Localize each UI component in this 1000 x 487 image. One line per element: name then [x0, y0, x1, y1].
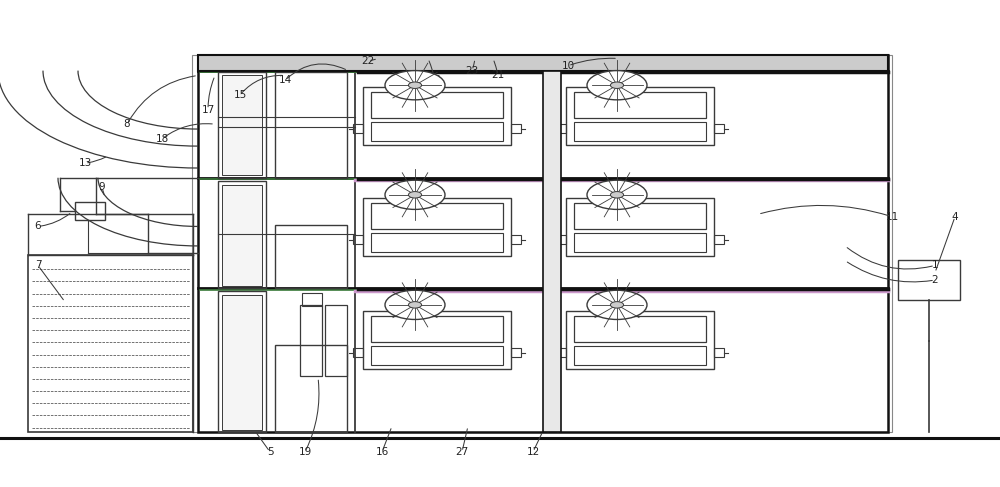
Text: 22: 22 — [361, 56, 375, 66]
Text: 2: 2 — [932, 275, 938, 285]
Bar — [543, 71, 561, 432]
Circle shape — [408, 191, 422, 198]
Bar — [353, 348, 363, 357]
Bar — [371, 122, 503, 141]
Bar — [898, 260, 960, 300]
Bar — [371, 92, 503, 118]
Text: 5: 5 — [267, 447, 273, 457]
Bar — [574, 233, 706, 252]
Bar — [511, 348, 521, 357]
Circle shape — [385, 180, 445, 209]
Bar — [371, 203, 503, 229]
Bar — [198, 55, 888, 71]
Text: 14: 14 — [278, 75, 292, 85]
Circle shape — [385, 71, 445, 100]
Circle shape — [587, 180, 647, 209]
Circle shape — [408, 82, 422, 89]
Bar — [222, 75, 262, 175]
Bar — [222, 295, 262, 430]
Circle shape — [610, 82, 624, 89]
Circle shape — [610, 191, 624, 198]
Bar — [198, 55, 888, 432]
Bar — [218, 181, 266, 288]
Text: 6: 6 — [35, 222, 41, 231]
Text: 11: 11 — [885, 212, 899, 222]
Text: 13: 13 — [78, 158, 92, 168]
Bar — [363, 198, 511, 256]
Bar — [75, 202, 105, 220]
Text: 18: 18 — [155, 134, 169, 144]
Bar — [192, 55, 892, 432]
Text: 8: 8 — [124, 119, 130, 129]
Text: 27: 27 — [455, 447, 469, 457]
Bar — [275, 345, 347, 432]
Bar — [556, 124, 566, 133]
Bar — [363, 87, 511, 145]
Text: 12: 12 — [526, 447, 540, 457]
Bar — [566, 198, 714, 256]
Bar — [574, 346, 706, 365]
Text: 4: 4 — [952, 212, 958, 222]
Circle shape — [610, 301, 624, 308]
Text: 10: 10 — [561, 61, 575, 71]
Circle shape — [408, 301, 422, 308]
Text: 20: 20 — [428, 75, 442, 85]
Text: 16: 16 — [375, 447, 389, 457]
Bar — [353, 235, 363, 244]
Bar — [556, 235, 566, 244]
Bar — [511, 124, 521, 133]
Bar — [574, 92, 706, 118]
Text: 9: 9 — [99, 183, 105, 192]
Bar — [574, 316, 706, 342]
Text: 23: 23 — [465, 66, 479, 75]
Bar — [218, 291, 266, 432]
Bar — [556, 348, 566, 357]
Bar — [566, 87, 714, 145]
Text: 17: 17 — [201, 105, 215, 114]
Bar — [714, 235, 724, 244]
Circle shape — [587, 71, 647, 100]
Text: 21: 21 — [491, 71, 505, 80]
Text: 19: 19 — [298, 447, 312, 457]
Bar — [363, 311, 511, 369]
Bar — [275, 72, 347, 178]
Text: 1: 1 — [932, 261, 938, 270]
Bar — [714, 124, 724, 133]
Text: 15: 15 — [233, 90, 247, 100]
Bar — [353, 124, 363, 133]
Bar — [511, 235, 521, 244]
Bar — [371, 233, 503, 252]
Bar — [300, 305, 322, 376]
Bar — [574, 203, 706, 229]
Text: 7: 7 — [35, 261, 41, 270]
Bar — [275, 225, 347, 288]
Bar — [218, 72, 266, 178]
Bar — [222, 185, 262, 286]
Circle shape — [385, 290, 445, 319]
Bar — [371, 316, 503, 342]
Bar — [325, 305, 347, 376]
Bar — [371, 346, 503, 365]
Bar — [302, 293, 322, 306]
Bar — [28, 255, 193, 432]
Bar — [574, 122, 706, 141]
Circle shape — [587, 290, 647, 319]
Bar — [566, 311, 714, 369]
Bar — [714, 348, 724, 357]
